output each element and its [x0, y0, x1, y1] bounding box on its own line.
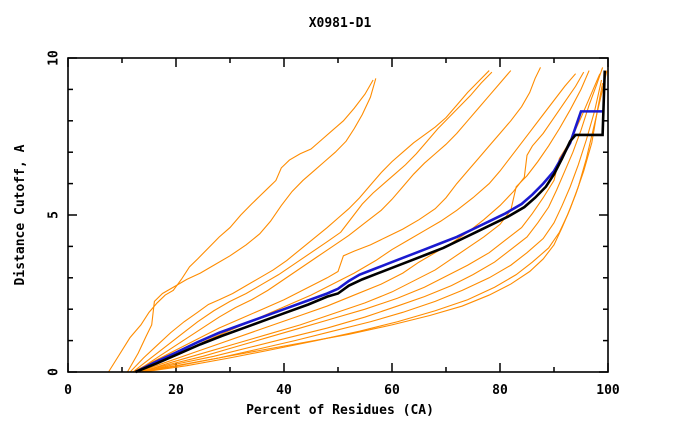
curve-model-orange-04	[132, 71, 493, 373]
curve-model-orange-13	[143, 83, 604, 373]
curve-reference-blue	[134, 110, 604, 374]
y-axis-label: Distance Cutoff, A	[13, 144, 28, 285]
curve-model-orange-05	[135, 70, 512, 373]
curve-model-orange-06	[132, 67, 541, 373]
curve-model-orange-03	[129, 70, 490, 373]
curve-model-orange-02	[126, 78, 377, 373]
x-tick-label: 0	[64, 383, 72, 398]
plot-frame	[67, 57, 609, 373]
x-tick-label: 60	[384, 383, 400, 398]
y-tick-label: 5	[47, 211, 62, 219]
x-tick-label: 100	[596, 383, 620, 398]
data-curves	[108, 67, 608, 374]
chart-title: X0981-D1	[309, 16, 372, 31]
curve-reference-black	[135, 70, 607, 374]
curve-model-orange-12	[143, 79, 603, 373]
x-tick-label: 80	[492, 383, 508, 398]
curve-model-orange-10	[138, 73, 601, 373]
y-tick-label: 0	[47, 368, 62, 376]
x-tick-label: 20	[168, 383, 184, 398]
curve-model-orange-09	[140, 70, 590, 373]
curve-model-orange-07	[137, 73, 577, 373]
curve-model-orange-11	[140, 67, 604, 373]
axis-tick-labels: 0 20 40 60 80 100 0 5 10	[47, 50, 620, 398]
x-axis-label: Percent of Residues (CA)	[246, 403, 434, 418]
y-tick-label: 10	[47, 50, 62, 66]
curve-model-orange-14	[138, 70, 608, 373]
x-tick-label: 40	[276, 383, 292, 398]
